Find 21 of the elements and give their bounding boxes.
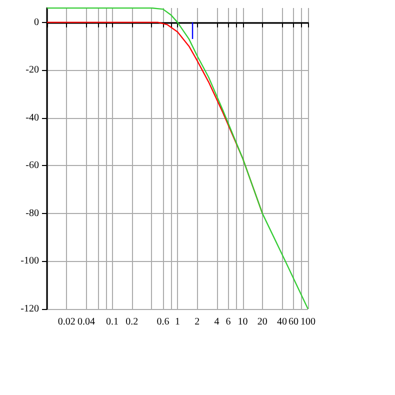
x-tick-label: 0.6: [156, 316, 170, 328]
x-tick-label: 0.04: [78, 316, 96, 328]
y-tick-label: -80: [26, 208, 39, 219]
x-tick-label: 20: [257, 316, 268, 328]
x-tick-label: 0.2: [126, 316, 138, 328]
x-tick-label: 100: [300, 316, 316, 328]
y-tick-label: -40: [26, 112, 39, 124]
x-tick-label: 60: [288, 316, 299, 328]
y-tick-label: 0: [34, 16, 39, 28]
x-tick-label: 2: [194, 316, 200, 328]
y-tick-label: -20: [26, 64, 39, 76]
x-tick-label: 40: [277, 316, 288, 328]
x-tick-label: 4: [214, 316, 220, 328]
y-tick-label: -120: [20, 304, 39, 314]
y-tick-label: -60: [26, 160, 39, 172]
x-tick-label: 10: [238, 316, 248, 328]
x-tick-label: 6: [226, 316, 231, 328]
x-tick-label: 0.1: [106, 316, 118, 328]
x-tick-label: 1: [175, 316, 180, 328]
x-tick-label: 0.02: [58, 316, 76, 328]
y-tick-label: -100: [20, 256, 39, 267]
